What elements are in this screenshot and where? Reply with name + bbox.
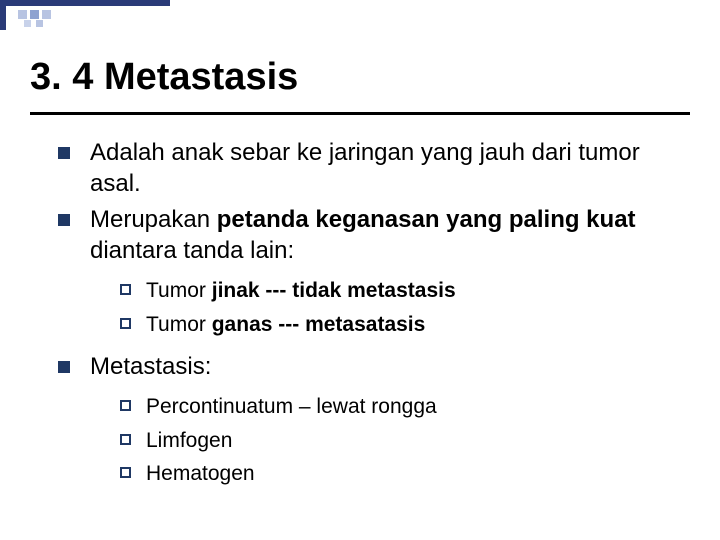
text-run-bold: jinak --- tidak metastasis bbox=[212, 279, 456, 302]
square-bullet-icon bbox=[58, 214, 70, 226]
bullet-text: Metastasis: bbox=[90, 353, 211, 380]
sub-list: Tumor jinak --- tidak metastasis Tumor g… bbox=[58, 277, 680, 338]
text-run: diantara tanda lain: bbox=[90, 237, 294, 264]
sub-bullet-item: Percontinuatum – lewat rongga bbox=[120, 393, 680, 421]
bullet-item: Adalah anak sebar ke jaringan yang jauh … bbox=[58, 138, 680, 199]
bullet-text: Merupakan petanda keganasan yang paling … bbox=[90, 206, 636, 264]
slide: 3. 4 Metastasis Adalah anak sebar ke jar… bbox=[0, 0, 720, 540]
bullet-text: Adalah anak sebar ke jaringan yang jauh … bbox=[90, 139, 640, 197]
text-run: Tumor bbox=[146, 313, 212, 336]
slide-body: Adalah anak sebar ke jaringan yang jauh … bbox=[58, 138, 680, 494]
hollow-square-bullet-icon bbox=[120, 400, 131, 411]
hollow-square-bullet-icon bbox=[120, 434, 131, 445]
sub-bullet-item: Hematogen bbox=[120, 460, 680, 488]
sub-bullet-item: Limfogen bbox=[120, 427, 680, 455]
sub-bullet-text: Tumor ganas --- metasatasis bbox=[146, 313, 425, 336]
title-underline bbox=[30, 112, 690, 115]
sub-bullet-item: Tumor ganas --- metasatasis bbox=[120, 311, 680, 339]
hollow-square-bullet-icon bbox=[120, 467, 131, 478]
hollow-square-bullet-icon bbox=[120, 318, 131, 329]
text-run: Merupakan bbox=[90, 206, 217, 233]
slide-title: 3. 4 Metastasis bbox=[30, 56, 298, 99]
sub-bullet-text: Percontinuatum – lewat rongga bbox=[146, 395, 437, 418]
square-bullet-icon bbox=[58, 147, 70, 159]
text-run-bold: petanda keganasan yang paling kuat bbox=[217, 206, 636, 233]
sub-list: Percontinuatum – lewat rongga Limfogen H… bbox=[58, 393, 680, 488]
square-bullet-icon bbox=[58, 361, 70, 373]
sub-bullet-item: Tumor jinak --- tidak metastasis bbox=[120, 277, 680, 305]
bullet-item: Merupakan petanda keganasan yang paling … bbox=[58, 205, 680, 266]
sub-bullet-text: Hematogen bbox=[146, 462, 255, 485]
text-run: Tumor bbox=[146, 279, 212, 302]
hollow-square-bullet-icon bbox=[120, 284, 131, 295]
corner-decoration bbox=[0, 0, 170, 30]
bullet-item: Metastasis: bbox=[58, 352, 680, 383]
sub-bullet-text: Tumor jinak --- tidak metastasis bbox=[146, 279, 456, 302]
sub-bullet-text: Limfogen bbox=[146, 429, 232, 452]
text-run-bold: ganas --- metasatasis bbox=[212, 313, 426, 336]
